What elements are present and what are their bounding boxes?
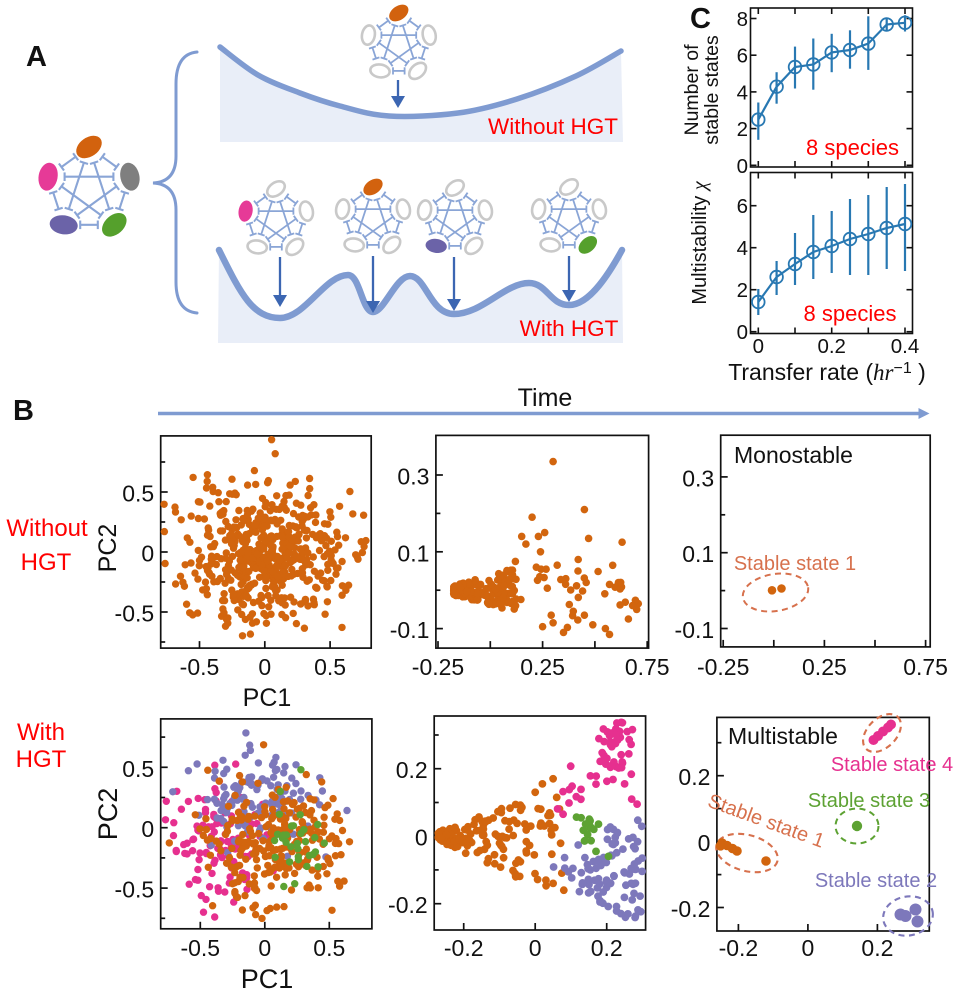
- svg-text:-0.25: -0.25: [697, 654, 749, 680]
- svg-text:Stable state 1: Stable state 1: [734, 553, 856, 575]
- svg-text:2: 2: [737, 118, 748, 141]
- svg-text:Stable state 3: Stable state 3: [808, 790, 930, 812]
- svg-text:0.75: 0.75: [903, 654, 948, 680]
- svg-text:0.25: 0.25: [802, 654, 847, 680]
- svg-text:0: 0: [258, 935, 271, 961]
- svg-text:PC2: PC2: [94, 524, 122, 573]
- svg-text:0: 0: [529, 935, 542, 961]
- svg-text:0.2: 0.2: [678, 764, 710, 790]
- svg-text:0.2: 0.2: [591, 935, 623, 961]
- svg-text:0.75: 0.75: [625, 654, 670, 680]
- svg-text:2: 2: [737, 279, 748, 302]
- svg-text:8 species: 8 species: [804, 301, 897, 326]
- svg-text:-0.1: -0.1: [390, 617, 430, 643]
- svg-text:Without: Without: [6, 515, 88, 542]
- svg-text:Monostable: Monostable: [734, 442, 853, 468]
- svg-text:0.25: 0.25: [520, 654, 565, 680]
- svg-text:6: 6: [737, 195, 748, 218]
- svg-text:Transfer rate (hr−1 ): Transfer rate (hr−1 ): [728, 359, 926, 385]
- svg-text:-0.1: -0.1: [675, 617, 715, 643]
- svg-text:With: With: [17, 719, 65, 746]
- svg-text:PC1: PC1: [241, 964, 294, 994]
- svg-text:-0.5: -0.5: [180, 654, 220, 680]
- svg-text:8: 8: [737, 8, 748, 31]
- svg-text:0.3: 0.3: [397, 464, 429, 490]
- svg-text:Multistable: Multistable: [728, 723, 838, 749]
- svg-text:4: 4: [737, 81, 748, 104]
- svg-text:0.5: 0.5: [122, 756, 154, 782]
- svg-text:0: 0: [415, 825, 428, 851]
- svg-text:0.2: 0.2: [861, 935, 893, 961]
- svg-text:-0.2: -0.2: [388, 892, 428, 918]
- svg-text:HGT: HGT: [21, 549, 72, 576]
- svg-text:0.2: 0.2: [396, 757, 428, 783]
- svg-text:Time: Time: [518, 384, 573, 412]
- svg-text:4: 4: [737, 237, 748, 260]
- svg-text:0: 0: [258, 654, 271, 680]
- svg-text:8 species: 8 species: [806, 135, 899, 160]
- svg-text:-0.25: -0.25: [412, 654, 464, 680]
- svg-text:Stable state 2: Stable state 2: [815, 870, 937, 892]
- svg-text:Stable state 4: Stable state 4: [831, 754, 953, 776]
- svg-text:-0.5: -0.5: [180, 935, 220, 961]
- svg-text:0.5: 0.5: [122, 481, 154, 507]
- svg-text:-0.2: -0.2: [444, 935, 484, 961]
- svg-text:0: 0: [737, 155, 748, 178]
- svg-text:HGT: HGT: [16, 746, 67, 773]
- svg-text:stable states: stable states: [701, 35, 723, 145]
- svg-text:0.3: 0.3: [682, 465, 714, 491]
- svg-text:0: 0: [802, 935, 815, 961]
- svg-text:-0.2: -0.2: [719, 935, 759, 961]
- svg-text:A: A: [26, 41, 47, 73]
- svg-text:0.2: 0.2: [817, 335, 846, 358]
- svg-text:C: C: [690, 3, 711, 35]
- svg-text:-0.5: -0.5: [115, 601, 155, 627]
- svg-text:Without HGT: Without HGT: [488, 114, 618, 139]
- svg-text:0: 0: [737, 321, 748, 344]
- svg-text:-0.5: -0.5: [115, 877, 155, 903]
- svg-text:0.5: 0.5: [313, 935, 345, 961]
- svg-text:0.5: 0.5: [314, 654, 346, 680]
- svg-text:6: 6: [737, 45, 748, 68]
- svg-text:Number of: Number of: [681, 44, 703, 136]
- svg-text:B: B: [13, 395, 34, 427]
- svg-text:0.4: 0.4: [891, 335, 920, 358]
- svg-text:0: 0: [141, 816, 154, 842]
- svg-text:With HGT: With HGT: [520, 316, 619, 341]
- svg-text:0: 0: [698, 830, 711, 856]
- svg-text:PC2: PC2: [93, 788, 123, 841]
- svg-text:Multistability χ: Multistability χ: [689, 180, 711, 304]
- svg-text:0.1: 0.1: [682, 541, 714, 567]
- svg-text:PC1: PC1: [243, 684, 292, 712]
- svg-text:0.1: 0.1: [397, 540, 429, 566]
- svg-text:0: 0: [753, 335, 764, 358]
- svg-text:0: 0: [141, 541, 154, 567]
- svg-text:-0.2: -0.2: [671, 896, 711, 922]
